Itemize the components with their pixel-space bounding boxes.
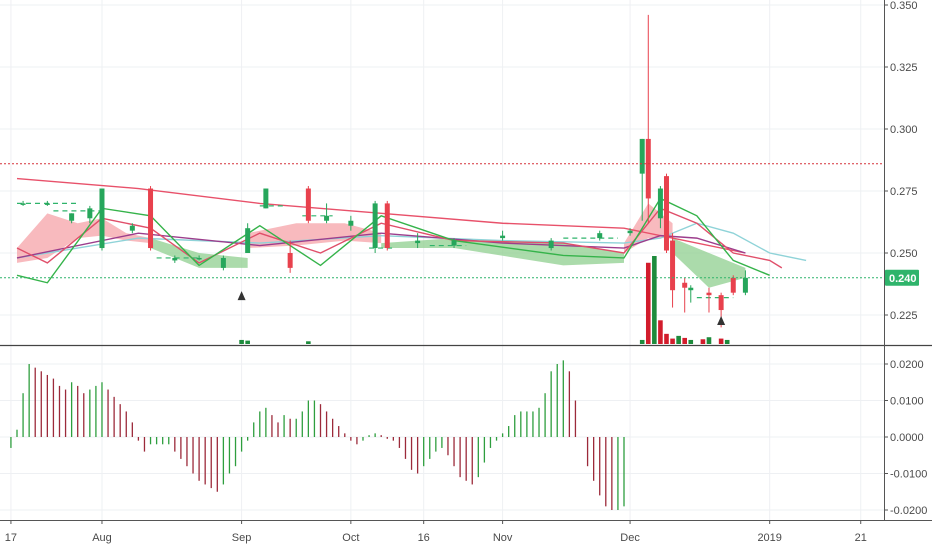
volume-bar xyxy=(239,339,244,344)
volume-bar xyxy=(670,338,675,344)
oscillator-tick-label: -0.0200 xyxy=(890,505,927,517)
signal-markers xyxy=(237,291,726,325)
moving-average-line xyxy=(16,177,746,254)
moving-average-line xyxy=(16,197,770,284)
volume-bar xyxy=(676,335,681,344)
last-price-label: 0.240 xyxy=(889,273,917,285)
candle xyxy=(451,240,457,246)
candle xyxy=(87,208,93,219)
candle xyxy=(324,215,330,221)
price-tick-label: 0.275 xyxy=(890,186,918,198)
price-axis: 0.350 0.325 0.300 0.275 0.250 0.225 xyxy=(884,0,918,520)
volume-bar xyxy=(658,320,663,344)
triangle-up-icon xyxy=(717,315,726,325)
volume-bar xyxy=(706,337,712,344)
moving-average-line xyxy=(16,232,746,259)
candle xyxy=(263,188,269,209)
candle xyxy=(627,230,633,234)
candle xyxy=(305,188,311,221)
time-tick-label: Nov xyxy=(493,532,513,544)
oscillator-tick-label: 0.0100 xyxy=(890,396,924,408)
last-price-badge xyxy=(885,269,919,286)
candle xyxy=(663,176,669,251)
volume-bar xyxy=(724,339,730,344)
time-tick-label: Aug xyxy=(92,532,112,544)
candle xyxy=(730,277,736,293)
triangle-up-icon xyxy=(237,291,246,301)
time-axis: 17 Aug Sep Oct 16 Nov Dec 2019 21 xyxy=(0,520,932,544)
candle xyxy=(548,240,554,249)
time-tick-label: 17 xyxy=(5,532,17,544)
candle xyxy=(20,203,26,205)
candle xyxy=(348,220,354,226)
volume-bar xyxy=(306,341,311,344)
time-tick-label: Dec xyxy=(620,532,640,544)
price-tick-label: 0.325 xyxy=(890,62,918,74)
volume-bar xyxy=(664,333,669,344)
candle xyxy=(657,188,663,219)
candle xyxy=(196,257,202,260)
candle xyxy=(372,203,378,249)
oscillator-axis: 0.0200 0.0100 0.0000 -0.0100 -0.0200 xyxy=(884,359,927,517)
time-tick-label: Oct xyxy=(342,532,359,544)
candle xyxy=(148,188,154,249)
volume-bar xyxy=(682,337,687,344)
candle xyxy=(645,138,651,199)
volume-bar xyxy=(639,339,645,344)
candle xyxy=(688,287,694,291)
candle xyxy=(44,203,50,205)
ribbon-cloud xyxy=(672,238,746,288)
candle xyxy=(384,203,390,249)
price-tick-label: 0.350 xyxy=(890,0,918,12)
candle xyxy=(415,240,421,244)
volume-bar xyxy=(245,340,250,344)
candle xyxy=(245,228,251,253)
candle xyxy=(99,188,105,249)
time-tick-label: 16 xyxy=(418,532,430,544)
price-tick-label: 0.250 xyxy=(890,248,918,260)
volume-bars xyxy=(239,256,730,344)
volume-bar xyxy=(688,339,694,344)
time-tick-label: Sep xyxy=(232,532,252,544)
oscillator-tick-label: -0.0100 xyxy=(890,469,927,481)
time-tick-label: 21 xyxy=(855,532,867,544)
oscillator-tick-label: 0.0200 xyxy=(890,359,924,371)
time-tick-label: 2019 xyxy=(757,532,781,544)
volume-bar xyxy=(700,339,706,344)
volume-bar xyxy=(718,338,724,344)
grid xyxy=(0,0,884,520)
price-tick-label: 0.300 xyxy=(890,124,918,136)
candle xyxy=(500,235,506,239)
oscillator-histogram xyxy=(10,360,625,510)
candle xyxy=(670,240,676,291)
candle xyxy=(718,295,724,311)
candle xyxy=(639,138,645,174)
volume-bar xyxy=(645,262,651,344)
candle xyxy=(69,213,75,221)
candle xyxy=(597,233,603,239)
candle xyxy=(706,292,712,296)
candle xyxy=(129,225,135,231)
moving-averages xyxy=(16,177,807,284)
candle xyxy=(220,257,226,268)
candle xyxy=(682,282,688,288)
price-tick-label: 0.225 xyxy=(890,310,918,322)
volume-bar xyxy=(652,256,657,344)
candle xyxy=(742,277,748,293)
oscillator-tick-label: 0.0000 xyxy=(890,432,924,444)
candle xyxy=(287,253,293,268)
candle xyxy=(172,257,178,261)
